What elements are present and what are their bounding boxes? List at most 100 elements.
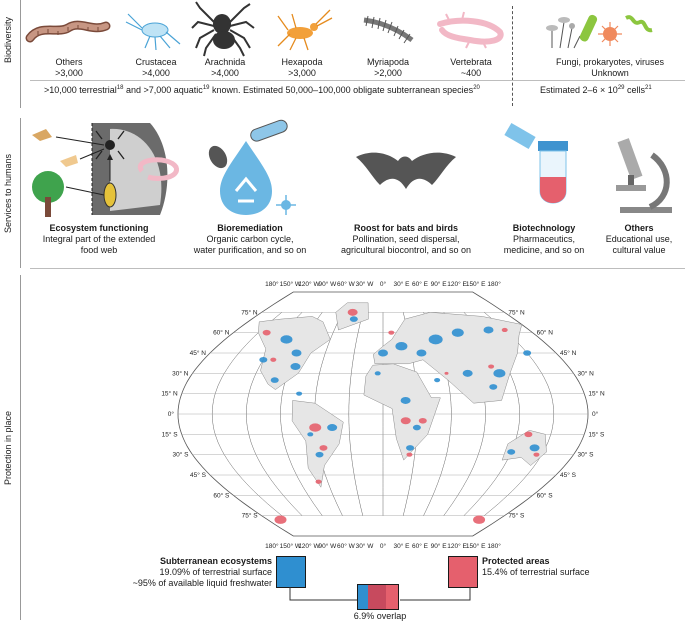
subterranean-patch (483, 326, 494, 334)
legend-overlap-label: 6.9% overlap (353, 611, 407, 621)
map-label: 120° W (298, 280, 320, 288)
map-label: 30° E (394, 542, 411, 550)
protected-patch (524, 431, 533, 438)
service-ecosystem: Ecosystem functioning Integral part of t… (24, 223, 174, 256)
section-divider (20, 275, 21, 620)
subterranean-patch (507, 449, 516, 455)
subterranean-patch (395, 342, 408, 351)
legend-subterranean-swatch (276, 556, 306, 588)
map-graticule (177, 291, 589, 537)
service-desc: Pollination, seed dispersal, (352, 234, 460, 244)
taxon-count: >2,000 (374, 68, 402, 78)
protected-patch (406, 452, 413, 457)
protected-patch (315, 479, 322, 484)
legend-overlap-swatch (357, 584, 399, 610)
protected-patch (444, 371, 449, 375)
legend-subterranean-line2: ~95% of available liquid freshwater (132, 578, 272, 588)
protected-patch (319, 445, 328, 451)
dashed-separator (512, 6, 513, 106)
subterranean-patch (374, 371, 381, 376)
overlap-blue (358, 585, 368, 609)
subterranean-patch (378, 349, 388, 357)
service-biotech: Biotechnology Pharmaceutics, medicine, a… (494, 223, 594, 256)
map-label: 75° S (508, 512, 525, 520)
subterranean-patch (434, 378, 441, 383)
protected-patch (418, 417, 427, 424)
map-label: 90° E (431, 542, 448, 550)
protected-patch (388, 330, 395, 335)
map-label: 0° (380, 280, 387, 288)
map-label: 60° N (537, 329, 554, 337)
subterranean-patch (296, 391, 303, 396)
taxon-count: Unknown (591, 68, 629, 78)
section-divider (20, 118, 21, 268)
service-roost: Roost for bats and birds Pollination, se… (326, 223, 486, 256)
latitude-labels-left: 75° N 60° N 45° N 30° N 15° N 0° 15° S 30° S 45°… (161, 308, 258, 519)
taxon-name: Vertebrata (450, 57, 492, 67)
taxon-name: Myriapoda (366, 57, 410, 67)
latitude-labels-right: 75° N 60° N 45° N 30° N 15° N 0° 15° S 30° S 45°… (508, 308, 605, 519)
legend-subterranean-text: Subterranean ecosystems 19.09% of terres… (120, 556, 272, 589)
subterranean-patch (428, 334, 443, 345)
map-label: 15° S (162, 430, 179, 438)
taxon-crustacea: Crustacea >4,000 (121, 57, 191, 79)
map-label: 90° E (431, 280, 448, 288)
map-label: 45° S (560, 471, 577, 479)
map-label: 0° (380, 542, 387, 550)
subterranean-patch (259, 356, 268, 363)
taxon-myriapoda: Myriapoda >2,000 (353, 57, 423, 79)
map-label: 15° S (588, 430, 605, 438)
map-label: 120° W (298, 542, 320, 550)
protected-patch (533, 452, 540, 457)
taxon-count: >3,000 (55, 68, 83, 78)
map-label: 90° W (319, 542, 338, 550)
map-label: 30° N (577, 369, 594, 377)
protected-patch (309, 423, 322, 432)
map-label: 75° N (241, 308, 258, 316)
protected-patch (270, 357, 277, 362)
overlap-red (386, 585, 398, 609)
services-divider (30, 268, 685, 269)
subterranean-patch (451, 328, 464, 337)
map-label: 180° (265, 280, 279, 288)
salamander-icon (437, 11, 504, 49)
map-label: 120° E (447, 542, 467, 550)
crustacean-icon (125, 13, 181, 51)
protected-patch (400, 417, 411, 425)
subterranean-patch (291, 349, 302, 357)
taxon-hexapoda: Hexapoda >3,000 (267, 57, 337, 79)
spider-icon (191, 1, 255, 57)
taxon-vertebrata: Vertebrata ~400 (436, 57, 506, 79)
map-continents (258, 302, 547, 524)
subterranean-patch (290, 363, 301, 371)
service-desc: agricultural biocontrol, and so on (340, 245, 472, 255)
map-label: 45° N (560, 349, 577, 357)
overlap-mixed (368, 585, 386, 609)
map-label: 30° W (356, 280, 375, 288)
continent-shape (335, 302, 369, 331)
service-desc: Organic carbon cycle, (206, 234, 294, 244)
map-label: 180° (487, 542, 501, 550)
taxon-name: Others (55, 57, 83, 67)
subterranean-patch (327, 424, 338, 432)
subterranean-patch (529, 444, 540, 452)
taxon-microbes: Fungi, prokaryotes, viruses Unknown (550, 57, 670, 79)
map-label: 120° E (447, 280, 467, 288)
microbes-icon (546, 14, 653, 49)
legend-protected-swatch (448, 556, 478, 588)
legend-subterranean-line1: 19.09% of terrestrial surface (159, 567, 272, 577)
taxon-name: Arachnida (204, 57, 246, 67)
legend-subterranean-title: Subterranean ecosystems (159, 556, 272, 566)
map-label: 60° E (412, 280, 429, 288)
taxon-others: Others >3,000 (34, 57, 104, 79)
cells-estimate: Estimated 2–6 × 1029 cells21 (540, 85, 652, 95)
service-bioremediation: Bioremediation Organic carbon cycle, wat… (180, 223, 320, 256)
map-label: 75° N (508, 308, 525, 316)
taxon-count: >3,000 (288, 68, 316, 78)
water-drop-icon (208, 119, 296, 215)
map-label: 15° N (161, 390, 178, 398)
service-desc: cultural value (612, 245, 666, 255)
ecosystem-icon (32, 123, 179, 217)
map-label: 60° E (412, 542, 429, 550)
protected-patch (274, 515, 287, 524)
